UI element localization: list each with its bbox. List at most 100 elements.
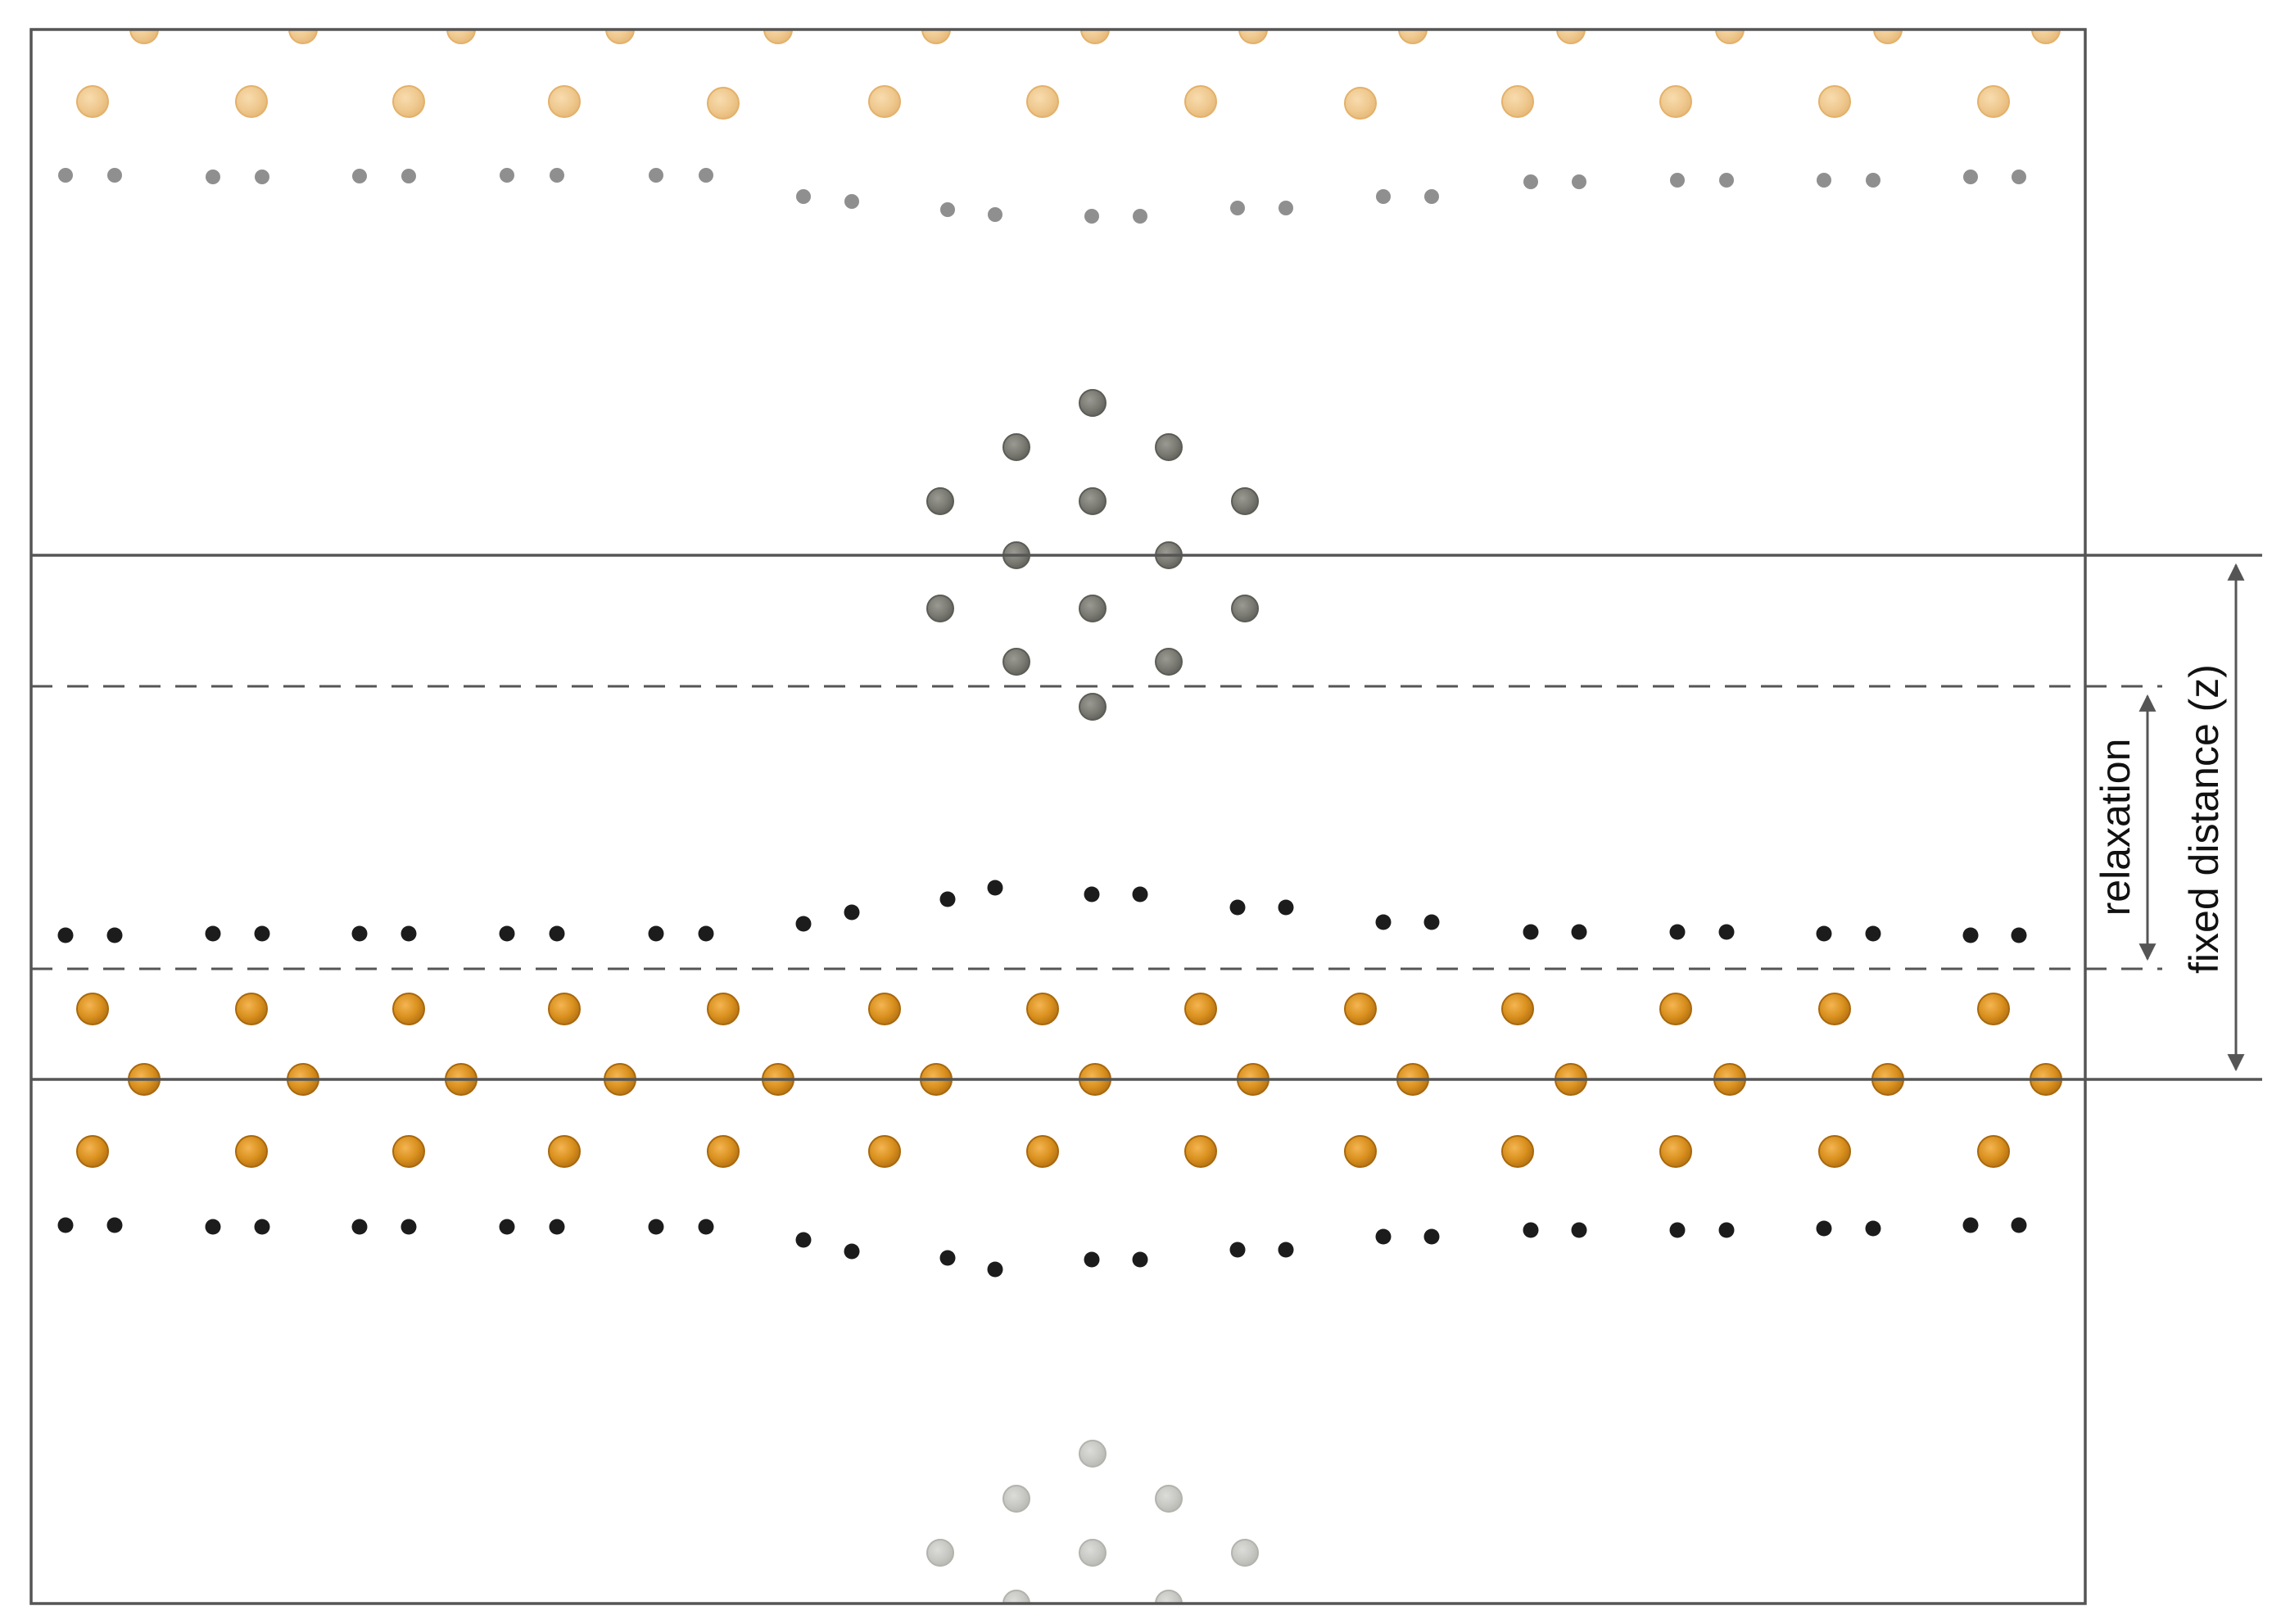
small-atom	[205, 925, 221, 942]
molecule-atom	[1079, 693, 1107, 721]
small-atom-faded	[500, 168, 514, 183]
molecule-atom-faded	[1155, 1485, 1183, 1513]
atoms-layer	[57, 29, 2062, 1604]
metal-atom	[1026, 993, 1059, 1025]
metal-atom	[1818, 1135, 1851, 1168]
molecule-atom-faded	[1002, 1590, 1030, 1604]
small-atom-faded	[1963, 170, 1978, 184]
molecule-atom-faded	[1079, 1539, 1107, 1567]
molecule-atom	[1002, 433, 1030, 461]
small-atom	[795, 1232, 812, 1248]
small-atom-faded	[206, 170, 220, 184]
small-atom-faded	[107, 168, 122, 183]
small-atom-faded	[2012, 170, 2026, 184]
metal-atom-faded	[1873, 29, 1903, 44]
molecule-atom	[1002, 648, 1030, 676]
molecule-atom-faded	[926, 1539, 954, 1567]
small-atom-faded	[940, 202, 955, 217]
small-atom	[698, 1219, 714, 1235]
metal-atom	[1818, 993, 1851, 1025]
small-atom-faded	[550, 168, 564, 183]
small-atom-faded	[1133, 209, 1147, 224]
small-atom	[499, 925, 515, 942]
small-atom	[1669, 924, 1686, 940]
metal-atom	[1344, 1135, 1377, 1168]
metal-atom	[235, 1135, 268, 1168]
metal-atom	[1184, 1135, 1217, 1168]
molecule-atom	[1079, 487, 1107, 515]
small-atom	[1571, 924, 1587, 940]
small-atom-faded	[988, 207, 1002, 222]
small-atom-faded	[1670, 173, 1685, 188]
small-atom	[57, 927, 74, 943]
metal-atom-faded	[1501, 85, 1534, 118]
small-atom	[1718, 1222, 1735, 1238]
metal-atom	[548, 1135, 581, 1168]
small-atom	[1523, 1222, 1539, 1238]
molecule-atom	[1155, 433, 1183, 461]
small-atom-faded	[401, 169, 416, 183]
small-atom-faded	[1084, 209, 1099, 224]
metal-atom-faded	[1556, 29, 1586, 44]
metal-atom-faded	[446, 29, 476, 44]
metal-atom-faded	[763, 29, 793, 44]
small-atom	[351, 1219, 368, 1235]
molecule-atom	[926, 487, 954, 515]
small-atom	[106, 927, 123, 943]
small-atom-faded	[796, 189, 811, 204]
small-atom	[987, 880, 1003, 896]
metal-atom	[1977, 993, 2010, 1025]
metal-atom	[76, 1135, 109, 1168]
small-atom	[844, 904, 860, 921]
metal-atom	[1659, 1135, 1692, 1168]
metal-atom-faded	[392, 85, 425, 118]
small-atom-faded	[1817, 173, 1831, 188]
metal-atom-faded	[1818, 85, 1851, 118]
molecule-atom	[1155, 648, 1183, 676]
molecule-atom	[1231, 595, 1259, 622]
small-atom	[106, 1217, 123, 1233]
small-atom	[499, 1219, 515, 1235]
small-atom	[795, 916, 812, 932]
molecule-atom	[926, 595, 954, 622]
metal-atom	[868, 1135, 901, 1168]
metal-atom-faded	[288, 29, 318, 44]
small-atom-faded	[1719, 173, 1734, 188]
metal-atom-faded	[1238, 29, 1268, 44]
metal-atom	[707, 1135, 740, 1168]
molecule-atom	[1079, 595, 1107, 622]
small-atom	[1865, 1220, 1881, 1237]
small-atom	[549, 925, 565, 942]
small-atom	[254, 1219, 270, 1235]
small-atom	[987, 1261, 1003, 1278]
small-atom	[1962, 927, 1979, 943]
metal-atom-faded	[1026, 85, 1059, 118]
small-atom	[1229, 899, 1246, 916]
small-atom	[254, 925, 270, 942]
metal-atom	[1501, 1135, 1534, 1168]
metal-atom-faded	[1184, 85, 1217, 118]
metal-atom-faded	[235, 85, 268, 118]
small-atom	[1571, 1222, 1587, 1238]
small-atom	[1962, 1217, 1979, 1233]
small-atom	[1865, 925, 1881, 942]
small-atom-faded	[1866, 173, 1880, 188]
small-atom	[351, 925, 368, 942]
small-atom	[2011, 1217, 2027, 1233]
metal-atom-faded	[1977, 85, 2010, 118]
metal-atom	[235, 993, 268, 1025]
fixed-distance-label: fixed distance (z)	[2181, 664, 2227, 974]
metal-atom-faded	[1080, 29, 1110, 44]
small-atom-faded	[58, 168, 73, 183]
small-atom-faded	[352, 169, 367, 183]
metal-atom-faded	[1715, 29, 1745, 44]
metal-atom-faded	[2031, 29, 2061, 44]
small-atom-faded	[1376, 189, 1391, 204]
small-atom	[648, 1219, 664, 1235]
small-atom-faded	[1523, 174, 1538, 189]
molecule-atom-faded	[1231, 1539, 1259, 1567]
small-atom	[1423, 1228, 1440, 1245]
small-atom	[1816, 1220, 1832, 1237]
molecule-atom-faded	[1002, 1485, 1030, 1513]
